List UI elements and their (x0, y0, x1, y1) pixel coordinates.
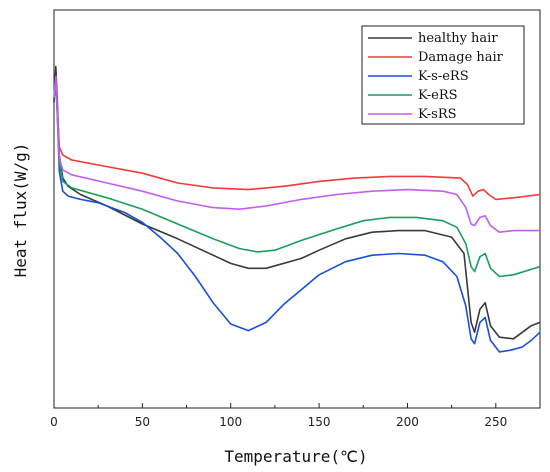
series-line-k-s-ers (53, 75, 541, 353)
legend-box (361, 25, 525, 125)
x-tick-label: 200 (396, 415, 419, 429)
series-line-damage-hair (53, 75, 541, 201)
plot-frame (53, 9, 541, 409)
legend-label: K-eRS (418, 88, 458, 103)
series-layer (53, 65, 541, 353)
x-tick-label: 150 (308, 415, 331, 429)
x-tick-label: 250 (484, 415, 507, 429)
legend-label: healthy hair (418, 31, 498, 46)
x-axis: 0 50 100 150 200 250 (50, 403, 507, 429)
series-line-healthy-hair (53, 65, 541, 340)
legend-label: K-sRS (418, 107, 457, 122)
x-tick-label: 100 (219, 415, 242, 429)
x-tick-label: 0 (50, 415, 58, 429)
x-axis-label: Temperature(℃) (224, 447, 367, 466)
series-line-k-srs (53, 75, 540, 233)
y-axis-label: Heat flux(W/g) (11, 143, 30, 278)
legend-label: Damage hair (418, 50, 504, 65)
x-tick-label: 50 (135, 415, 150, 429)
legend: healthy hair Damage hair K-s-eRS K-eRS K-sRS (361, 25, 525, 125)
series-line-k-ers (53, 82, 541, 278)
legend-label: K-s-eRS (418, 69, 469, 84)
